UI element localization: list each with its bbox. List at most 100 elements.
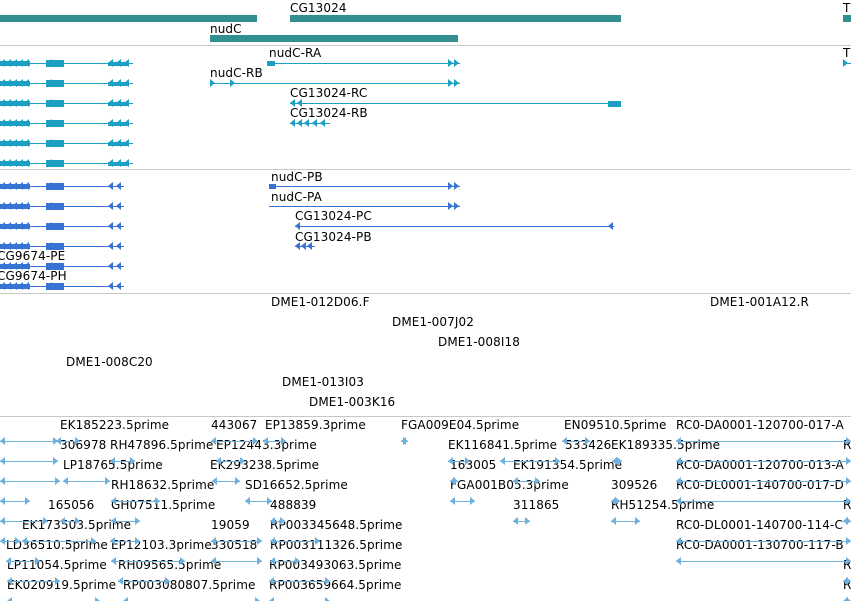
reverse-arrow-icon [211,537,216,545]
cdna-alignment-6[interactable] [676,436,851,448]
reverse-arrow-icon [269,597,274,601]
reverse-arrow-icon [0,497,5,505]
cdna-alignment-43[interactable] [676,556,851,568]
transcript-nudC-RB[interactable] [210,78,460,90]
gene-span[interactable] [0,13,257,25]
cdna-alignment-44[interactable] [7,576,60,588]
cdna-alignment-29[interactable] [270,516,285,528]
cdna-alignment-36[interactable] [211,536,262,548]
cdna-alignment-42[interactable] [270,556,300,568]
reverse-arrow-icon [12,242,17,250]
cdna-alignment-39[interactable] [6,556,40,568]
cdna-alignment-18[interactable] [513,476,540,488]
cds-left-4[interactable] [0,261,124,273]
cds-CG13024-PC[interactable] [295,221,614,233]
reverse-arrow-icon [111,517,116,525]
cdna-alignment-38[interactable] [676,536,851,548]
transcript-CG13024-RB[interactable] [290,118,330,130]
cdna-alignment-46[interactable] [269,576,330,588]
reverse-arrow-icon [116,139,121,147]
cdna-alignment-20[interactable] [0,496,30,508]
transcript-T[interactable] [843,58,851,70]
cdna-alignment-30-line [513,521,530,522]
cdna-alignment-9[interactable] [216,456,245,468]
cds-nudC-PB[interactable] [269,181,460,193]
cdna-alignment-7[interactable] [0,456,58,468]
transcript-left-3[interactable] [0,118,133,130]
cdna-alignment-10[interactable] [448,456,470,468]
cdna-alignment-13[interactable] [676,456,851,468]
cdna-alignment-9-line [216,461,245,462]
gene-span[interactable] [290,13,621,25]
cds-CG13024-PB[interactable] [295,241,315,253]
cdna-alignment-5[interactable] [562,436,590,448]
cdna-alignment-32[interactable] [843,516,851,528]
cdna-alignment-24[interactable] [611,496,620,508]
cdna-label: RC0-DA0001-120700-017-A [676,418,844,432]
cdna-alignment-18-line [513,481,540,482]
cdna-alignment-19[interactable] [676,476,851,488]
transcript-nudC-RA[interactable] [267,58,460,70]
cdna-alignment-26[interactable] [0,516,48,528]
cdna-alignment-1[interactable] [56,436,80,448]
cds-left-1[interactable] [0,201,124,213]
cdna-alignment-49[interactable] [123,596,260,601]
cdna-alignment-12[interactable] [612,456,622,468]
cdna-alignment-2[interactable] [211,436,258,448]
cdna-alignment-8[interactable] [110,456,135,468]
transcript-left-1[interactable] [0,78,133,90]
transcript-CG13024-RC[interactable] [290,98,621,110]
transcript-left-4[interactable] [0,138,133,150]
cds-left-2[interactable] [0,221,124,233]
cdna-alignment-48[interactable] [7,596,100,601]
cdna-alignment-11[interactable] [500,456,560,468]
reverse-arrow-icon [18,282,23,290]
cdna-alignment-25[interactable] [676,496,851,508]
cdna-alignment-23[interactable] [450,496,475,508]
cds-left-0[interactable] [0,181,124,193]
cdna-alignment-16[interactable] [212,476,240,488]
gene-span[interactable] [843,13,851,25]
cdna-alignment-14[interactable] [0,476,60,488]
forward-arrow-icon [465,457,470,465]
forward-arrow-icon [846,437,851,445]
cds-nudC-PA[interactable] [269,201,460,213]
cdna-alignment-33[interactable] [0,536,20,548]
transcript-left-0[interactable] [0,58,133,70]
cdna-alignment-27[interactable] [60,516,80,528]
cdna-alignment-4[interactable] [401,436,408,448]
gene-span[interactable] [210,33,458,45]
forward-arrow-icon [585,437,590,445]
cdna-alignment-28[interactable] [111,516,140,528]
transcript-left-2[interactable] [0,98,133,110]
cdna-alignment-22[interactable] [245,496,272,508]
reverse-arrow-icon [0,477,5,485]
reverse-arrow-icon [18,139,23,147]
transcript-label: CG13024-RB [290,106,368,120]
cdna-alignment-41[interactable] [211,556,262,568]
cdna-alignment-50[interactable] [269,596,330,601]
cdna-label: 488839 [270,498,317,512]
cdna-alignment-3[interactable] [263,436,286,448]
transcript-left-5[interactable] [0,158,133,169]
reverse-arrow-icon [47,59,52,67]
cds-left-3[interactable] [0,241,124,253]
cdna-alignment-47[interactable] [843,576,851,588]
cdna-alignment-0[interactable] [0,436,58,448]
cdna-alignment-34[interactable] [22,536,96,548]
reverse-arrow-icon [116,222,121,230]
reverse-arrow-icon [47,282,52,290]
cdna-alignment-45[interactable] [118,576,170,588]
cdna-alignment-21[interactable] [111,496,160,508]
cdna-alignment-51[interactable] [843,596,851,601]
cds-left-5[interactable] [0,281,124,293]
cdna-alignment-15[interactable] [63,476,110,488]
forward-arrow-icon [454,182,459,190]
cdna-alignment-40[interactable] [111,556,185,568]
cdna-alignment-37[interactable] [270,536,320,548]
cdna-alignment-17[interactable] [450,476,458,488]
cdna-alignment-30[interactable] [513,516,530,528]
cdna-label: R [843,498,851,512]
cdna-alignment-35[interactable] [110,536,140,548]
cdna-alignment-31[interactable] [611,516,640,528]
